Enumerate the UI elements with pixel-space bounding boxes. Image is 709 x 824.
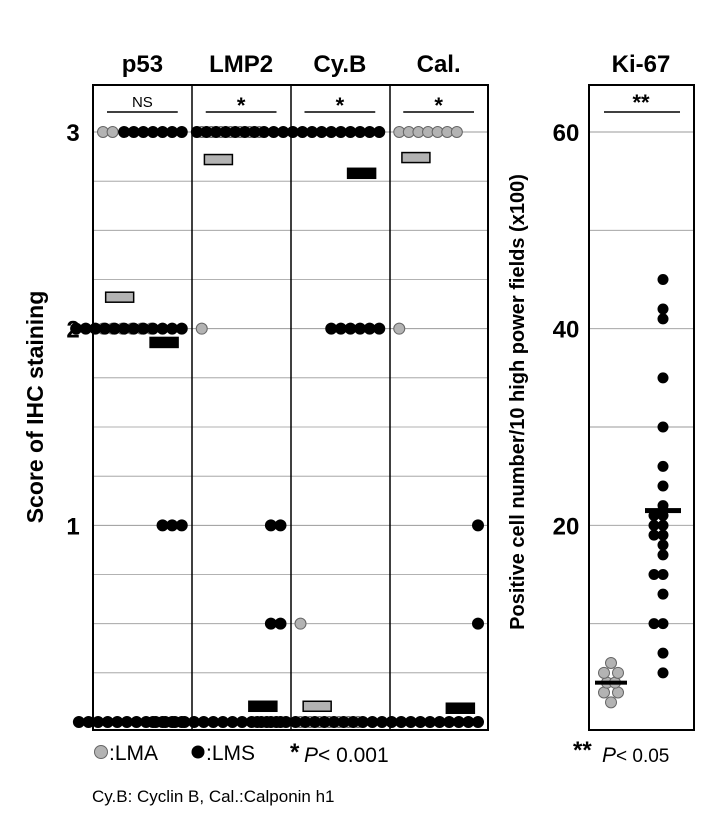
mean-marker-lms — [645, 508, 681, 514]
data-point-lms — [657, 539, 669, 551]
data-point-lms — [156, 519, 169, 532]
data-point-lma — [612, 686, 624, 699]
data-point-lms — [472, 617, 484, 630]
significance-label: * — [336, 93, 345, 118]
data-point-lms — [657, 667, 669, 679]
data-point-lms — [657, 529, 669, 541]
data-point-lms — [648, 519, 660, 531]
right-y-axis-title: Positive cell number/10 high power field… — [507, 174, 529, 630]
legend-lms-marker — [191, 745, 205, 759]
data-point-lma — [605, 657, 617, 669]
data-point-lms — [657, 313, 669, 325]
y-tick-label: 60 — [553, 120, 580, 147]
data-point-lma — [598, 666, 610, 679]
mean-marker-lma — [203, 153, 234, 166]
data-point-lms — [264, 519, 277, 532]
left-y-axis-title: Score of IHC staining — [22, 291, 48, 524]
right-gridlines — [589, 131, 694, 625]
data-point-lms — [657, 647, 669, 659]
data-point-lms — [657, 549, 669, 561]
legend-sig1-threshold: < 0.001 — [318, 744, 389, 767]
data-point-lms — [657, 569, 669, 580]
significance-label: NS — [132, 94, 153, 111]
y-tick-label: 3 — [66, 120, 79, 147]
significance-label: * — [237, 93, 246, 118]
legend-sig1-star: * — [290, 739, 300, 766]
right-plot-frame — [588, 84, 695, 731]
data-point-lms — [118, 126, 131, 138]
category-label: Cy.B — [313, 51, 366, 78]
y-tick-label: 1 — [66, 513, 79, 540]
ki67-title: Ki-67 — [612, 51, 671, 78]
y-tick-label: 2 — [66, 317, 79, 344]
mean-marker-lms — [445, 702, 476, 714]
left-chart-text: 1 2 3 p53 NS LMP2 * Cy.B * Cal. * — [66, 51, 460, 540]
legend-sig2-star: ** — [573, 737, 592, 764]
mean-marker-lms — [149, 336, 179, 349]
legend-lma-marker — [94, 745, 108, 759]
y-tick-label: 40 — [553, 317, 580, 344]
data-point-lms — [70, 322, 83, 335]
data-point-lms — [264, 617, 277, 630]
data-point-lms — [648, 569, 660, 580]
y-tick-label: 20 — [553, 513, 580, 540]
data-point-lms — [657, 588, 669, 600]
data-point-lms — [72, 716, 85, 728]
mean-marker-lma — [401, 151, 431, 164]
data-point-lma — [106, 126, 119, 138]
data-point-lms — [657, 519, 669, 531]
mean-marker-lma — [595, 680, 627, 685]
category-label: Cal. — [417, 51, 461, 78]
mean-marker-lma — [302, 700, 332, 713]
data-point-lms — [325, 322, 338, 335]
right-chart-text: 20 40 60 — [553, 120, 580, 540]
abbreviation-note: Cy.B: Cyclin B, Cal.:Calponin h1 — [92, 787, 335, 806]
data-point-lma — [612, 666, 624, 679]
ki67-significance-label: ** — [632, 90, 650, 115]
data-point-lms — [648, 529, 660, 541]
data-point-lma — [393, 322, 406, 335]
data-point-lms — [657, 303, 669, 315]
legend-sig2-threshold: < 0.05 — [616, 746, 669, 767]
mean-marker-lms — [346, 167, 377, 180]
category-label: LMP2 — [209, 51, 273, 78]
mean-marker-lma — [104, 291, 135, 303]
data-point-lms — [648, 618, 660, 630]
data-point-lms — [657, 421, 669, 433]
data-point-lms — [472, 519, 484, 532]
legend-lma-label: :LMA — [109, 742, 158, 765]
data-point-lms — [657, 274, 669, 285]
data-point-lms — [657, 460, 669, 472]
data-point-lma — [605, 696, 617, 709]
data-point-lms — [657, 480, 669, 492]
data-point-lma — [294, 617, 307, 630]
legend-lms-label: :LMS — [206, 742, 255, 765]
left-chart-marks — [70, 111, 484, 728]
data-point-lms — [251, 716, 264, 728]
legend-sig1-p: P — [304, 744, 318, 767]
significance-label: * — [434, 93, 443, 118]
data-point-lms — [657, 618, 669, 630]
data-point-lma — [195, 322, 208, 335]
mean-marker-lms — [248, 700, 278, 713]
data-point-lma — [598, 686, 610, 699]
data-point-lms — [190, 126, 203, 138]
right-chart-marks — [595, 274, 681, 709]
data-point-lma — [450, 126, 463, 138]
legend-sig2-p: P — [602, 744, 616, 767]
category-label: p53 — [122, 51, 163, 78]
data-point-lms — [657, 372, 669, 384]
